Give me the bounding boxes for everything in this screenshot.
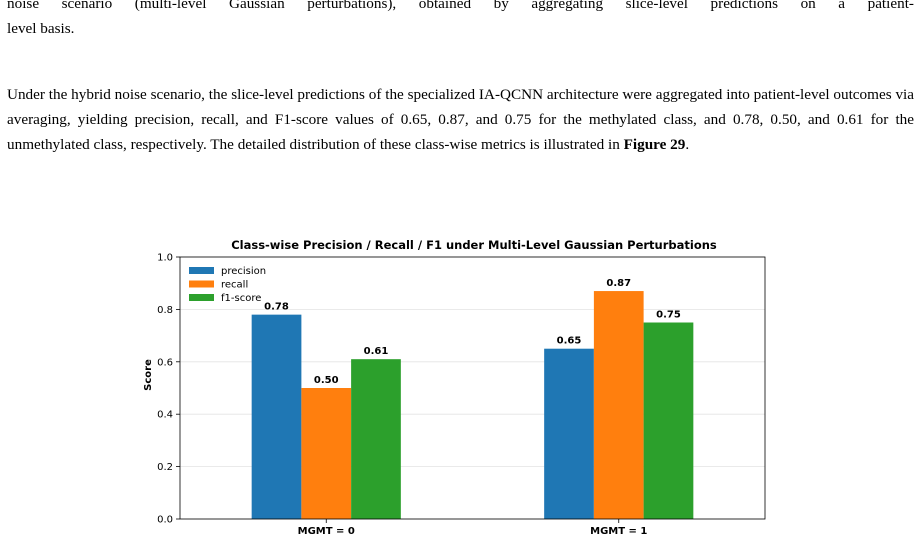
y-tick-label: 0.6 xyxy=(157,357,173,368)
y-tick-label: 1.0 xyxy=(157,253,173,264)
plot-frame xyxy=(179,256,766,520)
y-tick-label: 0.2 xyxy=(157,462,173,473)
bar-precision xyxy=(544,348,594,519)
legend-label: precision xyxy=(221,266,266,277)
figure-reference: Figure 29 xyxy=(623,136,686,153)
x-tick-label: MGMT = 1 xyxy=(590,526,647,537)
y-tick-label: 0.4 xyxy=(157,410,173,421)
y-tick-label: 0.8 xyxy=(157,305,173,316)
legend-label: f1-score xyxy=(221,293,261,304)
y-axis-label: Score xyxy=(143,359,154,391)
paragraph-text: Under the hybrid noise scenario, the sli… xyxy=(7,86,914,153)
x-tick-label: MGMT = 0 xyxy=(298,526,355,537)
paragraph-tail: . xyxy=(685,136,690,153)
chart-title: Class-wise Precision / Recall / F1 under… xyxy=(231,238,717,252)
y-tick-label: 0.0 xyxy=(157,515,173,526)
data-label: 0.61 xyxy=(364,346,389,357)
data-label: 0.50 xyxy=(314,375,339,386)
legend-label: recall xyxy=(221,280,248,291)
legend-swatch xyxy=(189,294,214,301)
body-paragraph: noise scenario (multi-level Gaussian per… xyxy=(7,0,914,41)
data-label: 0.78 xyxy=(264,302,289,313)
bar-recall xyxy=(593,291,644,519)
bar-precision xyxy=(251,314,302,519)
legend-swatch xyxy=(189,267,214,274)
bar-recall xyxy=(301,388,352,519)
data-label: 0.75 xyxy=(656,310,681,321)
legend-swatch xyxy=(189,280,214,288)
bar-f1-score xyxy=(643,322,694,519)
legend: precision recall f1-score xyxy=(189,266,266,304)
data-label: 0.87 xyxy=(606,278,631,289)
bar-f1-score xyxy=(351,359,401,519)
paragraph-line: noise scenario (multi-level Gaussian per… xyxy=(7,0,914,12)
data-label: 0.65 xyxy=(557,336,582,347)
paragraph-line: level basis. xyxy=(7,20,75,37)
body-paragraph: Under the hybrid noise scenario, the sli… xyxy=(7,82,914,157)
